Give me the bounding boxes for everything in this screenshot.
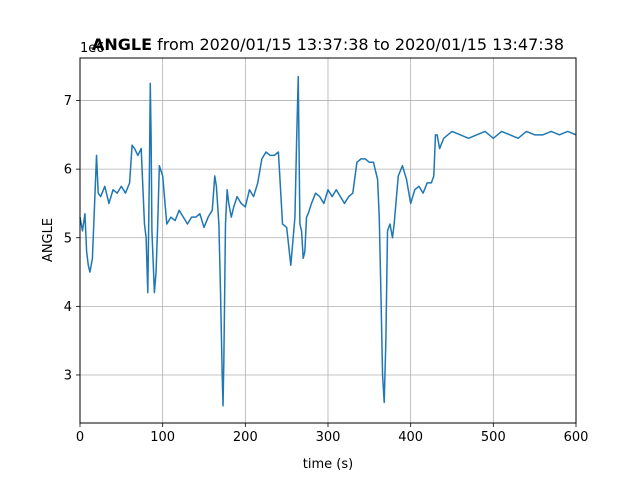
y-axis-label: ANGLE [41,218,56,262]
x-tick-label: 200 [233,430,258,445]
x-tick-label: 600 [564,430,589,445]
y-tick-label: 5 [64,231,72,246]
x-tick-label: 100 [150,430,175,445]
x-tick-label: 0 [76,430,84,445]
chart-title-rest: from 2020/01/15 13:37:38 to 2020/01/15 1… [152,35,564,54]
chart-title-bold: ANGLE [92,35,152,54]
y-tick-label: 4 [64,300,72,315]
x-tick-label: 400 [398,430,423,445]
y-gridlines [80,100,576,376]
y-tick-label: 6 [64,163,72,178]
x-axis-ticks: 0 100 200 300 400 500 600 [76,423,589,445]
x-axis-label: time (s) [303,457,353,472]
y-axis-ticks: 3 4 5 6 7 [64,94,80,383]
y-offset-text: 1e6 [80,41,105,56]
y-tick-label: 7 [64,94,72,109]
angle-series-line [79,75,577,407]
x-tick-label: 300 [316,430,341,445]
y-tick-label: 3 [64,368,72,383]
chart-title: ANGLE from 2020/01/15 13:37:38 to 2020/0… [92,35,564,54]
x-tick-label: 500 [481,430,506,445]
